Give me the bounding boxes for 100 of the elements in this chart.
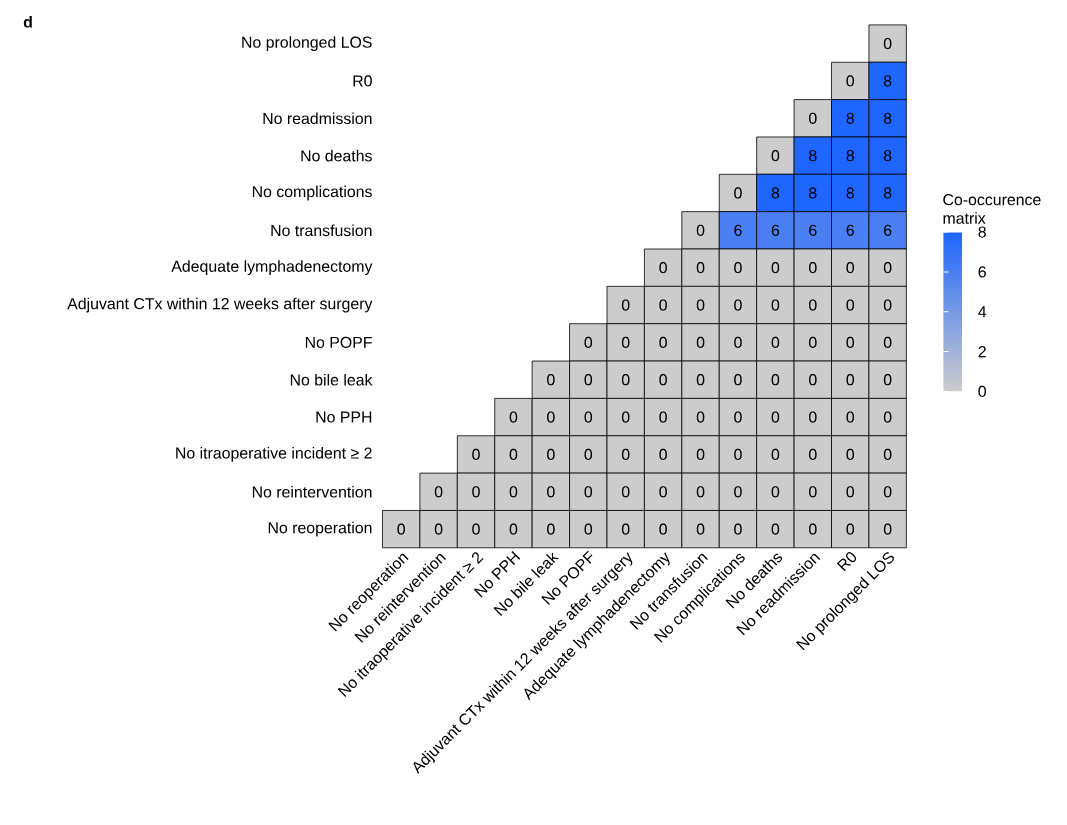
data-label: 0 <box>883 448 892 461</box>
data-label: 0 <box>734 411 742 423</box>
data-label: 0 <box>809 486 817 498</box>
data-label: 0 <box>696 262 705 274</box>
data-label: 6 <box>734 224 742 237</box>
data-label: 0 <box>809 299 817 311</box>
data-label: 0 <box>771 299 780 311</box>
data-label: 0 <box>883 411 892 423</box>
data-label: 0 <box>771 336 780 349</box>
y-tick-label: No deaths <box>301 149 372 162</box>
data-label: 0 <box>846 486 855 498</box>
data-label: 0 <box>883 299 892 311</box>
y-tick-label: R0 <box>353 75 372 87</box>
data-label: 0 <box>809 112 817 125</box>
data-label: 0 <box>621 411 630 423</box>
color-bar-label: 0 <box>978 385 986 398</box>
data-label: 0 <box>472 448 480 461</box>
data-label: 0 <box>509 411 518 423</box>
data-label: 0 <box>696 374 705 386</box>
color-bar-label: 8 <box>978 226 986 238</box>
data-label: 0 <box>809 523 817 535</box>
data-label: 0 <box>659 486 667 498</box>
data-label: 0 <box>846 299 855 311</box>
data-label: 0 <box>809 374 817 386</box>
data-label: 0 <box>547 374 555 386</box>
data-label: 0 <box>846 336 855 349</box>
data-label: 0 <box>771 374 780 386</box>
data-label: 0 <box>659 523 667 535</box>
data-label: 0 <box>584 336 593 349</box>
data-label: 0 <box>621 448 630 461</box>
color-bar-title: Co-occurence matrix <box>943 194 1041 224</box>
data-label: 0 <box>659 299 667 311</box>
data-label: 0 <box>509 486 518 498</box>
text: d <box>23 16 32 28</box>
data-label: 8 <box>883 150 892 162</box>
data-label: 0 <box>659 448 667 461</box>
y-tick-label: No prolonged LOS <box>242 36 372 52</box>
data-label: 0 <box>734 486 742 498</box>
data-label: 0 <box>771 262 780 274</box>
data-label: 6 <box>809 224 817 237</box>
data-label: 0 <box>547 411 555 423</box>
y-tick-label: No POPF <box>305 336 372 349</box>
data-label: 0 <box>809 336 817 349</box>
data-label: 8 <box>883 112 892 125</box>
data-label: 0 <box>846 411 855 423</box>
data-label: 0 <box>883 486 892 498</box>
color-bar-label: 6 <box>978 266 986 278</box>
data-label: 8 <box>883 75 892 87</box>
data-label: 0 <box>734 187 742 199</box>
data-label: 0 <box>883 38 892 50</box>
data-label: 0 <box>621 374 630 386</box>
data-label: 6 <box>884 224 892 237</box>
data-label: 0 <box>771 523 780 535</box>
y-tick-label: Adjuvant CTx within 12 weeks after surgery <box>67 297 373 313</box>
data-label: 0 <box>659 336 667 349</box>
data-label: 0 <box>846 448 855 461</box>
data-label: 0 <box>472 523 480 535</box>
x-tick-label: R0 <box>836 552 857 572</box>
data-label: 0 <box>696 299 705 311</box>
data-label: 0 <box>584 411 593 423</box>
data-label: 0 <box>771 150 780 162</box>
data-label: 6 <box>771 224 780 237</box>
y-tick-label: No itraoperative incident ≥ 2 <box>176 447 372 462</box>
data-label: 0 <box>472 486 480 498</box>
data-label: 0 <box>659 411 667 423</box>
data-label: 0 <box>771 486 780 498</box>
data-label: 0 <box>621 336 630 349</box>
data-label: 0 <box>846 523 855 535</box>
data-label: 0 <box>397 523 405 535</box>
data-label: 0 <box>509 523 518 535</box>
y-tick-label: No PPH <box>316 411 372 423</box>
data-label: 8 <box>809 187 817 199</box>
data-label: 0 <box>696 486 705 498</box>
data-label: 0 <box>584 486 593 498</box>
data-label: 0 <box>584 448 593 461</box>
y-tick-label: No reintervention <box>252 486 372 498</box>
data-label: 0 <box>659 262 667 274</box>
data-label: 0 <box>734 299 742 311</box>
data-label: 0 <box>696 336 705 349</box>
y-tick-label: No reoperation <box>268 521 372 537</box>
data-label: 0 <box>883 336 892 349</box>
data-label: 0 <box>771 411 780 423</box>
data-label: 0 <box>696 448 705 461</box>
data-label: 0 <box>809 411 817 423</box>
data-label: 0 <box>621 486 630 498</box>
data-label: 0 <box>846 262 855 274</box>
data-label: 0 <box>734 448 742 461</box>
data-label: 0 <box>621 523 630 535</box>
data-label: 6 <box>846 224 854 237</box>
y-tick-label: No bile leak <box>290 374 373 386</box>
color-bar-label: 4 <box>978 306 987 318</box>
data-label: 0 <box>584 523 593 535</box>
data-label: 8 <box>809 150 817 162</box>
data-label: 0 <box>883 523 892 535</box>
data-label: 8 <box>883 187 892 199</box>
data-label: 0 <box>734 374 742 386</box>
data-label: 0 <box>621 299 630 311</box>
color-bar-label: 2 <box>978 346 986 358</box>
data-label: 8 <box>846 150 854 162</box>
data-label: 0 <box>883 374 892 386</box>
